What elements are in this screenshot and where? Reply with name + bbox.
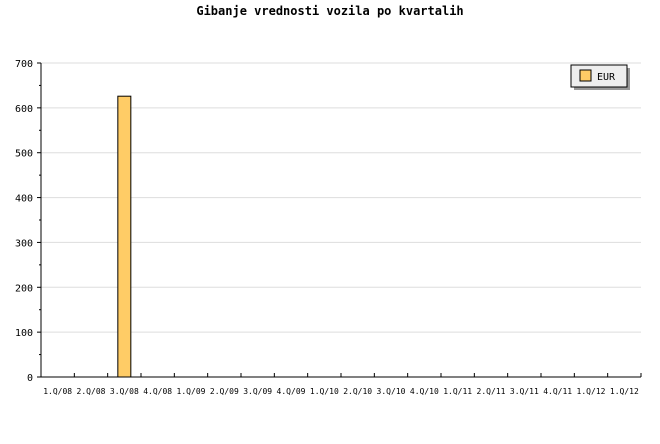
y-tick-label: 300	[15, 238, 33, 249]
y-tick-label: 400	[15, 194, 33, 205]
x-tick-label: 1.Q/10	[310, 387, 339, 396]
x-tick-label: 2.Q/10	[343, 387, 372, 396]
y-tick-label: 100	[15, 328, 33, 339]
y-tick-label: 0	[27, 373, 33, 384]
x-tick-label: 3.Q/10	[377, 387, 406, 396]
y-tick-label: 700	[15, 59, 33, 70]
x-tick-label: 2.Q/08	[77, 387, 106, 396]
y-tick-label: 600	[15, 104, 33, 115]
x-tick-label: 4.Q/08	[143, 387, 172, 396]
legend-swatch-eur	[579, 69, 592, 82]
x-tick-label: 3.Q/09	[243, 387, 272, 396]
x-tick-label: 3.Q/11	[510, 387, 539, 396]
legend-label-eur: EUR	[597, 72, 616, 83]
x-tick-label: 1.Q/12	[610, 387, 639, 396]
x-tick-label: 1.Q/12	[577, 387, 606, 396]
x-tick-label: 3.Q/08	[110, 387, 139, 396]
chart-title: Gibanje vrednosti vozila po kvartalih	[196, 4, 463, 18]
x-tick-label: 2.Q/11	[477, 387, 506, 396]
legend: EUR	[570, 64, 630, 90]
x-tick-label: 1.Q/08	[43, 387, 72, 396]
y-tick-label: 500	[15, 149, 33, 160]
bar-3.Q/08	[117, 95, 132, 378]
x-tick-label: 4.Q/10	[410, 387, 439, 396]
x-tick-label: 1.Q/09	[177, 387, 206, 396]
x-tick-label: 2.Q/09	[210, 387, 239, 396]
x-tick-label: 4.Q/09	[277, 387, 306, 396]
x-tick-label: 1.Q/11	[443, 387, 472, 396]
y-tick-label: 200	[15, 283, 33, 294]
x-tick-label: 4.Q/11	[543, 387, 572, 396]
